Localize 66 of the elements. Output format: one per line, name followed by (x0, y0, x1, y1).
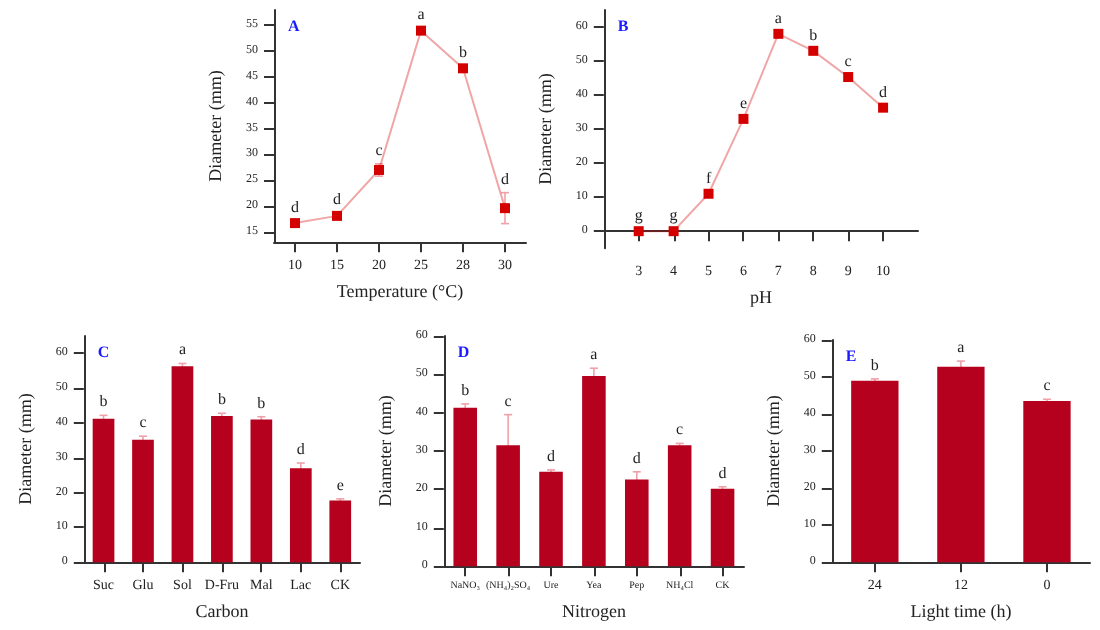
annotation: e (739, 94, 748, 113)
chart-title: D (457, 343, 470, 361)
annotation: c (375, 140, 384, 159)
bar (851, 380, 899, 563)
annotation: c (844, 52, 853, 71)
bar (329, 500, 352, 563)
chart-title: E (845, 347, 857, 365)
annotation: b (459, 42, 467, 61)
point (843, 72, 854, 83)
y-axis-title: Diameter (mm) (763, 395, 783, 507)
annotation: b (461, 380, 470, 399)
annotation: d (333, 190, 341, 209)
bar (582, 375, 606, 567)
annotation: b (99, 392, 108, 411)
annotation: a (957, 338, 966, 357)
bar (496, 445, 520, 567)
annotation: b (870, 355, 879, 374)
annotation: a (774, 9, 783, 28)
annotation: g (669, 206, 678, 225)
annotation: b (217, 390, 226, 409)
bar (92, 418, 115, 563)
bar (539, 471, 563, 567)
annotation: d (296, 440, 305, 459)
annotation: d (547, 446, 556, 465)
annotation: d (718, 463, 727, 482)
annotation: c (504, 391, 513, 410)
bar (289, 468, 312, 563)
chart-title: C (97, 343, 110, 361)
bar (710, 488, 735, 567)
annotation: a (590, 345, 599, 364)
annotation: c (1043, 376, 1052, 395)
annotation: f (705, 169, 712, 188)
text: A (288, 17, 300, 35)
x-axis-title: Carbon (195, 601, 250, 621)
annotation: a (178, 340, 187, 359)
bar (937, 366, 985, 563)
annotation: c (139, 413, 148, 432)
bar (453, 407, 478, 567)
bar (250, 419, 273, 563)
y-axis-title: Diameter (mm) (375, 395, 395, 507)
annotation: d (291, 197, 299, 216)
bar (211, 416, 233, 563)
point (500, 203, 510, 214)
bar (171, 366, 194, 563)
chart-title: B (617, 17, 630, 35)
bar (667, 445, 692, 567)
point (878, 102, 889, 113)
annotation: b (809, 26, 818, 45)
x-axis-title: Light time (h) (910, 601, 1012, 621)
annotation: a (417, 5, 426, 24)
x-axis-title: Nitrogen (561, 601, 627, 621)
y-axis-title: Diameter (mm) (15, 393, 35, 505)
annotation: b (257, 393, 266, 412)
annotation: d (501, 169, 509, 188)
y-axis-title: Diameter (mm) (535, 73, 555, 185)
x-axis-title: pH (749, 287, 773, 307)
bar (624, 479, 649, 567)
bar (132, 439, 154, 563)
annotation: d (632, 448, 641, 467)
y-axis-title: Diameter (mm) (205, 70, 226, 182)
annotation: c (676, 420, 685, 439)
bar (1023, 401, 1071, 563)
annotation: d (879, 82, 888, 101)
annotation: g (634, 206, 643, 225)
annotation: e (336, 475, 345, 494)
x-axis-title: Temperature (°C) (336, 281, 464, 301)
